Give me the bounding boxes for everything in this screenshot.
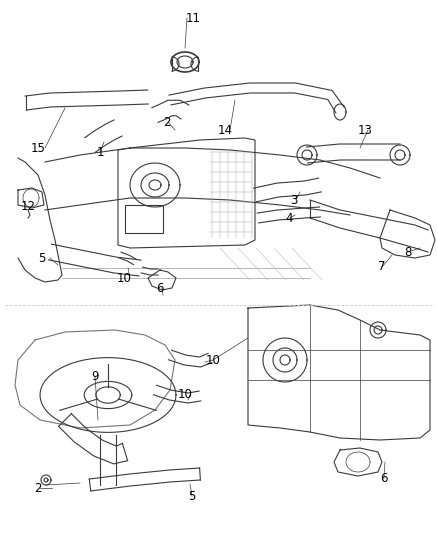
Text: 3: 3 [290,193,298,206]
Text: 6: 6 [156,281,164,295]
Text: 10: 10 [117,271,131,285]
Text: 10: 10 [177,389,192,401]
Text: 15: 15 [31,141,46,155]
Text: 4: 4 [285,212,293,224]
Text: 12: 12 [21,200,35,214]
Text: 2: 2 [163,116,171,128]
Text: 8: 8 [404,246,412,259]
Bar [125,205,163,233]
Text: 6: 6 [380,472,388,484]
Text: 5: 5 [38,252,46,264]
Text: 10: 10 [205,353,220,367]
Text: 11: 11 [186,12,201,25]
Text: 2: 2 [34,481,42,495]
Text: 1: 1 [96,147,104,159]
Text: 7: 7 [378,261,386,273]
Text: 9: 9 [91,370,99,384]
Text: 14: 14 [218,124,233,136]
Text: 13: 13 [357,124,372,136]
Text: 5: 5 [188,489,196,503]
